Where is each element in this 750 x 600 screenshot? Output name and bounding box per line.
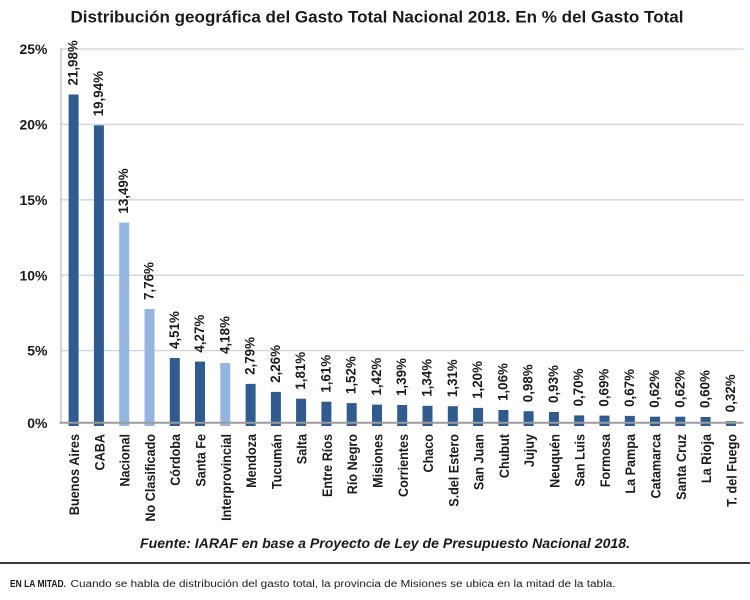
svg-text:0,67%: 0,67% xyxy=(621,368,637,406)
svg-text:4,27%: 4,27% xyxy=(191,314,207,352)
svg-text:Santa Cruz: Santa Cruz xyxy=(673,434,689,500)
svg-text:1,42%: 1,42% xyxy=(368,357,384,395)
svg-text:1,31%: 1,31% xyxy=(444,359,460,397)
svg-text:La Pampa: La Pampa xyxy=(622,434,638,494)
svg-text:Salta: Salta xyxy=(294,434,310,464)
svg-text:4,18%: 4,18% xyxy=(216,316,232,354)
svg-text:No Clasificado: No Clasificado xyxy=(142,434,158,522)
svg-text:Corrientes: Corrientes xyxy=(395,434,411,497)
svg-text:0,69%: 0,69% xyxy=(596,368,612,406)
svg-text:Río Negro: Río Negro xyxy=(344,434,360,494)
svg-text:Jujuy: Jujuy xyxy=(521,434,537,467)
svg-text:1,20%: 1,20% xyxy=(469,360,485,398)
svg-text:Misiones: Misiones xyxy=(370,434,386,488)
svg-text:2,26%: 2,26% xyxy=(267,344,283,382)
svg-text:Buenos Aires: Buenos Aires xyxy=(66,434,82,515)
svg-text:1,81%: 1,81% xyxy=(292,351,308,389)
svg-text:20%: 20% xyxy=(19,117,48,133)
svg-text:2,79%: 2,79% xyxy=(242,336,258,374)
svg-text:La Rioja: La Rioja xyxy=(698,434,714,483)
svg-text:Formosa: Formosa xyxy=(597,434,613,487)
svg-text:0,70%: 0,70% xyxy=(570,368,586,406)
svg-text:21,98%: 21,98% xyxy=(65,40,81,86)
svg-text:0,62%: 0,62% xyxy=(646,369,662,407)
svg-text:Nacional: Nacional xyxy=(117,434,133,487)
svg-text:25%: 25% xyxy=(19,41,48,57)
svg-text:0,32%: 0,32% xyxy=(722,374,738,412)
svg-text:Tucumán: Tucumán xyxy=(268,434,284,489)
svg-text:Mendoza: Mendoza xyxy=(243,434,259,488)
svg-text:1,61%: 1,61% xyxy=(317,354,333,392)
svg-text:0,60%: 0,60% xyxy=(697,370,713,408)
svg-text:4,51%: 4,51% xyxy=(166,311,182,349)
svg-text:Santa Fe: Santa Fe xyxy=(193,434,209,487)
svg-text:0%: 0% xyxy=(27,415,48,431)
svg-text:0,93%: 0,93% xyxy=(545,365,561,403)
svg-text:Distribución geográfica del Ga: Distribución geográfica del Gasto Total … xyxy=(71,8,684,27)
svg-text:Catamarca: Catamarca xyxy=(648,434,664,499)
svg-text:Interprovincial: Interprovincial xyxy=(218,434,234,521)
svg-text:13,49%: 13,49% xyxy=(115,168,131,214)
svg-text:EN LA MITAD.: EN LA MITAD. xyxy=(10,579,66,590)
svg-text:San Juan: San Juan xyxy=(471,434,487,490)
svg-text:7,76%: 7,76% xyxy=(141,262,157,300)
svg-text:Chaco: Chaco xyxy=(420,434,436,473)
svg-text:Córdoba: Córdoba xyxy=(167,434,183,486)
svg-text:15%: 15% xyxy=(19,192,48,208)
svg-text:Entre Ríos: Entre Ríos xyxy=(319,434,335,497)
svg-text:S.del Estero: S.del Estero xyxy=(445,434,461,507)
svg-text:10%: 10% xyxy=(19,267,48,283)
svg-text:5%: 5% xyxy=(27,343,48,359)
svg-text:Cuando se habla de distribució: Cuando se habla de distribución del gast… xyxy=(71,579,616,590)
svg-text:0,98%: 0,98% xyxy=(520,364,536,402)
svg-text:San Luis: San Luis xyxy=(572,434,588,487)
svg-text:1,34%: 1,34% xyxy=(419,358,435,396)
svg-text:1,39%: 1,39% xyxy=(393,358,409,396)
svg-text:19,94%: 19,94% xyxy=(90,70,106,116)
svg-text:Chubut: Chubut xyxy=(496,434,512,478)
svg-text:1,06%: 1,06% xyxy=(494,363,510,401)
svg-text:T. del Fuego: T. del Fuego xyxy=(723,434,739,507)
svg-text:CABA: CABA xyxy=(91,434,107,471)
svg-text:Fuente: IARAF en base a Proyec: Fuente: IARAF en base a Proyecto de Ley … xyxy=(140,535,630,551)
svg-text:0,62%: 0,62% xyxy=(671,369,687,407)
svg-text:1,52%: 1,52% xyxy=(343,356,359,394)
svg-text:Neuquén: Neuquén xyxy=(546,434,562,488)
